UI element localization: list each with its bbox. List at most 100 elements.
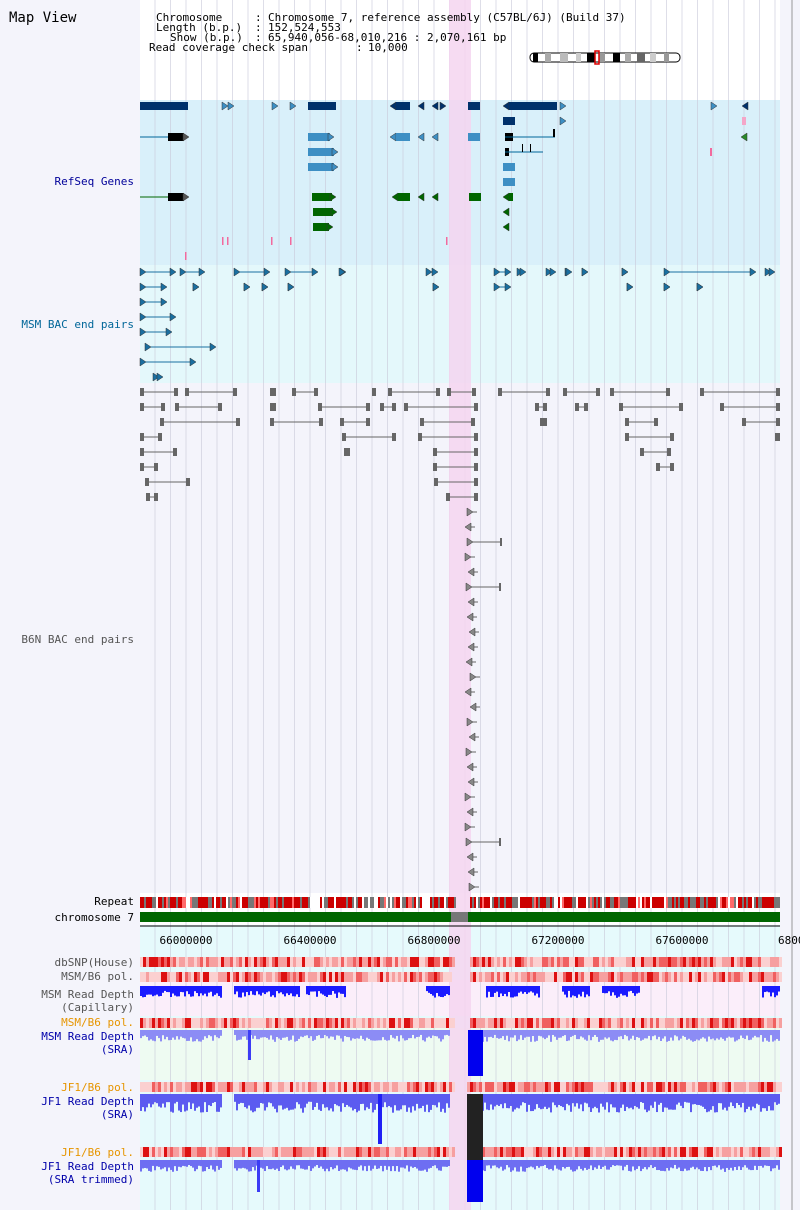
depth-bar	[316, 1094, 318, 1103]
feature-block	[185, 388, 189, 396]
depth-bar	[292, 1160, 294, 1169]
depth-bar	[688, 1094, 690, 1103]
polymorphism-mark	[740, 1082, 743, 1092]
feature-block	[469, 193, 481, 201]
repeat-mark	[758, 897, 760, 908]
depth-bar	[488, 1030, 490, 1038]
track-label-msm-depth-sra: MSM Read Depth	[41, 1030, 134, 1043]
depth-bar	[744, 1030, 746, 1039]
polymorphism-mark	[383, 957, 386, 967]
polymorphism-mark	[449, 1082, 452, 1092]
polymorphism-mark	[680, 972, 683, 982]
depth-bar	[558, 1160, 560, 1170]
polymorphism-mark	[287, 1082, 290, 1092]
repeat-mark	[692, 897, 694, 908]
depth-bar	[252, 986, 254, 995]
repeat-mark	[148, 897, 150, 908]
polymorphism-mark	[425, 1147, 428, 1157]
polymorphism-mark	[305, 957, 308, 967]
depth-bar	[608, 986, 610, 992]
depth-bar	[338, 1030, 340, 1036]
feature-arrow	[468, 882, 476, 892]
polymorphism-mark	[224, 1082, 227, 1092]
repeat-mark	[668, 897, 670, 908]
depth-bar	[498, 1030, 500, 1039]
feature-arrow	[326, 222, 334, 232]
polymorphism-mark	[482, 972, 485, 982]
polymorphism-mark	[146, 1147, 149, 1157]
depth-bar	[196, 1030, 198, 1040]
polymorphism-mark	[749, 1018, 752, 1028]
polymorphism-mark	[425, 957, 428, 967]
polymorphism-mark	[173, 972, 176, 982]
depth-bar	[200, 1030, 202, 1042]
repeat-mark	[260, 897, 262, 908]
polymorphism-mark	[326, 1018, 329, 1028]
polymorphism-mark	[587, 957, 590, 967]
repeat-mark	[520, 897, 522, 908]
depth-bar	[564, 1160, 566, 1169]
depth-bar	[624, 1160, 626, 1167]
repeat-mark	[450, 897, 452, 908]
depth-bar	[220, 1160, 222, 1168]
polymorphism-mark	[755, 957, 758, 967]
repeat-mark	[742, 897, 744, 908]
polymorphism-mark	[641, 972, 644, 982]
feature-arrow	[465, 582, 473, 592]
feature-arrow	[464, 687, 472, 697]
polymorphism-mark	[338, 957, 341, 967]
polymorphism-mark	[767, 1018, 770, 1028]
polymorphism-mark	[230, 957, 233, 967]
depth-bar	[674, 1094, 676, 1110]
polymorphism-mark	[596, 1082, 599, 1092]
polymorphism-mark	[299, 1018, 302, 1028]
repeat-mark	[732, 897, 734, 908]
polymorphism-mark	[398, 957, 401, 967]
depth-bar	[422, 1030, 424, 1041]
depth-bar	[518, 1160, 520, 1172]
depth-bar	[364, 1160, 366, 1167]
depth-bar	[740, 1030, 742, 1036]
polymorphism-mark	[278, 1018, 281, 1028]
depth-bar	[268, 1094, 270, 1103]
depth-bar	[494, 986, 496, 993]
polymorphism-mark	[731, 1082, 734, 1092]
polymorphism-mark	[623, 957, 626, 967]
repeat-mark	[240, 897, 242, 908]
polymorphism-mark	[443, 972, 446, 982]
repeat-mark	[570, 897, 572, 908]
repeat-mark	[396, 897, 398, 908]
depth-bar	[594, 1160, 596, 1168]
depth-bar	[246, 1160, 248, 1170]
polymorphism-mark	[605, 1018, 608, 1028]
polymorphism-mark	[218, 1082, 221, 1092]
depth-bar	[150, 1094, 152, 1108]
polymorphism-mark	[206, 972, 209, 982]
polymorphism-mark	[779, 1018, 782, 1028]
polymorphism-mark	[182, 1082, 185, 1092]
depth-bar	[762, 986, 764, 998]
chromosome-ideogram[interactable]	[529, 50, 681, 65]
repeat-mark	[670, 897, 672, 908]
polymorphism-mark	[563, 1147, 566, 1157]
polymorphism-mark	[563, 957, 566, 967]
repeat-mark	[602, 897, 604, 908]
depth-bar	[366, 1094, 368, 1108]
polymorphism-mark	[245, 1018, 248, 1028]
depth-bar	[564, 1030, 566, 1036]
depth-bar	[412, 1030, 414, 1035]
depth-bar	[654, 1030, 656, 1036]
depth-bar	[382, 1030, 384, 1038]
depth-bar	[242, 1160, 244, 1168]
polymorphism-mark	[374, 1147, 377, 1157]
feature-block	[227, 237, 229, 245]
polymorphism-mark	[689, 1018, 692, 1028]
polymorphism-mark	[572, 972, 575, 982]
depth-bar	[414, 1030, 416, 1039]
polymorphism-mark	[584, 1018, 587, 1028]
depth-bar	[486, 1160, 488, 1166]
polymorphism-mark	[230, 1147, 233, 1157]
depth-bar	[174, 1030, 176, 1040]
feature-arrow	[139, 297, 147, 307]
repeat-mark	[368, 897, 370, 908]
